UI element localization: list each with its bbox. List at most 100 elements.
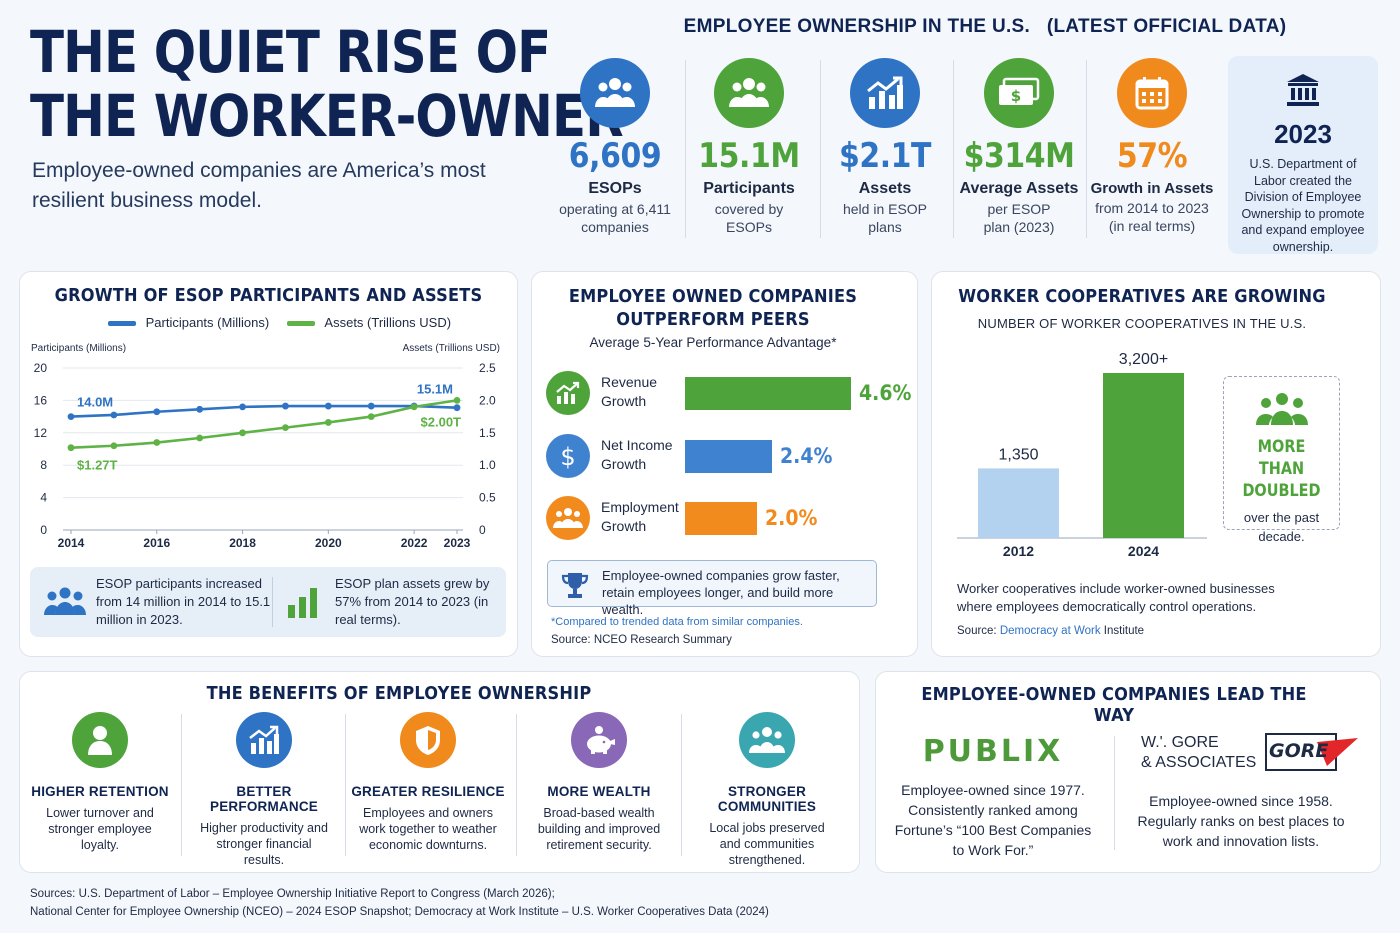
growth-chart-icon [546, 371, 590, 415]
people-group-icon [739, 712, 795, 768]
coop-callout-text: over the past decade. [1243, 510, 1320, 544]
perf-bar-employment [685, 502, 758, 535]
right-tick-label: 2.0 [479, 393, 496, 407]
performance-subtitle: Average 5-Year Performance Advantage* [589, 335, 837, 350]
coop-category-label: 2012 [1003, 543, 1034, 559]
growth-chart-icon [850, 58, 920, 128]
benefit-title: BETTER PERFORMANCE [210, 784, 318, 814]
benefit-desc: Higher productivity and stronger financi… [200, 821, 328, 867]
series-line [70, 399, 458, 450]
data-point [196, 434, 204, 442]
data-point [324, 419, 332, 426]
x-tick-label: 2022 [401, 536, 428, 550]
title-line-2: THE WORKER-OWNER [30, 82, 624, 150]
data-point [367, 413, 375, 420]
trophy-icon [560, 570, 590, 605]
stat-average-assets: $ $314M Average Assets per ESOP plan (20… [951, 58, 1087, 236]
data-point [410, 403, 418, 411]
benefit-desc: Employees and owners work together to we… [359, 806, 497, 852]
benefit-desc: Lower turnover and stronger employee loy… [46, 806, 154, 852]
stat-desc: covered by ESOPs [714, 201, 784, 235]
growth-note-assets: ESOP plan assets grew by 57% from 2014 t… [335, 576, 490, 627]
growth-title: GROWTH OF ESOP PARTICIPANTS AND ASSETS [54, 285, 483, 306]
footer-line-1: Sources: U.S. Department of Labor – Empl… [30, 888, 555, 900]
benefit-communities: STRONGER COMMUNITIES Local jobs preserve… [683, 712, 851, 868]
perf-label: Net Income Growth [601, 437, 673, 472]
data-point [453, 404, 461, 412]
coop-title: WORKER COOPERATIVES ARE GROWING [958, 286, 1326, 307]
perf-label: Employment Growth [601, 499, 679, 534]
institution-icon [1228, 72, 1378, 113]
x-tick-label: 2014 [58, 536, 85, 550]
stats-title: EMPLOYEE OWNERSHIP IN THE U.S. (LATEST O… [683, 16, 1287, 37]
coop-subtitle: NUMBER OF WORKER COOPERATIVES IN THE U.S… [977, 316, 1307, 331]
performance-callout: Employee-owned companies grow faster, re… [547, 560, 877, 617]
stat-value: $314M [963, 136, 1075, 176]
divider [1114, 736, 1115, 850]
benefit-performance: BETTER PERFORMANCE Higher productivity a… [183, 712, 345, 868]
callout-text: Employee-owned companies grow faster, re… [602, 568, 840, 617]
right-tick-label: 0 [479, 523, 486, 537]
coop-bar [1103, 373, 1184, 538]
benefit-retention: HIGHER RETENTION Lower turnover and stro… [19, 712, 181, 853]
label-start-assets: $1.27T [77, 458, 118, 473]
right-tick-label: 0.5 [479, 491, 496, 505]
stat-growth: 57% Growth in Assets from 2014 to 2023 (… [1085, 58, 1219, 235]
shield-icon [400, 712, 456, 768]
stat-desc: from 2014 to 2023 (in real terms) [1095, 200, 1209, 234]
stat-assets: $2.1T Assets held in ESOP plans [818, 58, 952, 236]
stat-value: $2.1T [838, 136, 932, 176]
perf-row-revenue: Revenue Growth 4.6% [546, 371, 911, 417]
coop-callout-box: MORE THAN DOUBLED over the past decade. [1223, 376, 1340, 544]
data-point [67, 444, 75, 452]
data-point [196, 405, 204, 413]
coop-value-label: 3,200+ [1119, 351, 1168, 368]
gore-logo: GORE [1265, 732, 1359, 772]
perf-bar-net-income [685, 440, 772, 473]
growth-chart-icon [236, 712, 292, 768]
right-tick-label: 2.5 [479, 361, 496, 375]
stat-label: ESOPs [588, 180, 642, 197]
growth-legend: Participants (Millions) Assets (Trillion… [108, 315, 451, 330]
stat-value: 15.1M [698, 136, 800, 176]
data-point [110, 411, 118, 419]
piggy-bank-icon [571, 712, 627, 768]
left-tick-label: 0 [40, 523, 47, 537]
coop-value-label: 1,350 [998, 446, 1038, 463]
benefit-desc: Broad-based wealth building and improved… [537, 806, 661, 852]
data-point [324, 402, 332, 410]
coop-bar-chart: 1,350 2012 3,200+ 2024 [957, 351, 1207, 559]
x-tick-label: 2020 [315, 536, 342, 550]
dollar-icon: $ [546, 434, 590, 478]
data-point [67, 413, 75, 420]
person-icon [72, 712, 128, 768]
x-tick-label: 2018 [229, 536, 256, 550]
left-tick-label: 20 [34, 361, 48, 375]
benefit-resilience: GREATER RESILIENCE Employees and owners … [347, 712, 509, 853]
bar-chart-icon [286, 585, 320, 624]
coop-category-label: 2024 [1128, 543, 1159, 559]
left-axis-title: Participants (Millions) [31, 343, 126, 354]
stat-desc: held in ESOP plans [842, 201, 928, 235]
stat-label: Assets [858, 180, 912, 197]
legend-participants: Participants (Millions) [145, 315, 270, 330]
performance-source: Source: NCEO Research Summary [551, 634, 732, 646]
data-point [282, 402, 289, 410]
leaders-card [875, 671, 1381, 873]
perf-label: Revenue Growth [601, 374, 658, 409]
left-tick-label: 16 [34, 393, 48, 407]
svg-text:$: $ [560, 443, 575, 470]
coop-source-link[interactable]: Democracy at Work [999, 625, 1101, 637]
data-point [453, 397, 461, 404]
data-point [110, 442, 118, 450]
stat-value: 57% [1116, 136, 1188, 176]
publix-logo: PUBLIX [922, 734, 1064, 769]
perf-value-revenue: 4.6% [859, 381, 912, 405]
svg-text:$: $ [1011, 87, 1021, 105]
label-end-assets: $2.00T [421, 414, 462, 429]
left-tick-label: 12 [34, 426, 48, 440]
data-point [239, 403, 246, 411]
legend-swatch-assets [286, 321, 315, 327]
performance-footnote: *Compared to trended data from similar c… [551, 616, 803, 628]
title-line-1: THE QUIET RISE OF [30, 18, 551, 86]
